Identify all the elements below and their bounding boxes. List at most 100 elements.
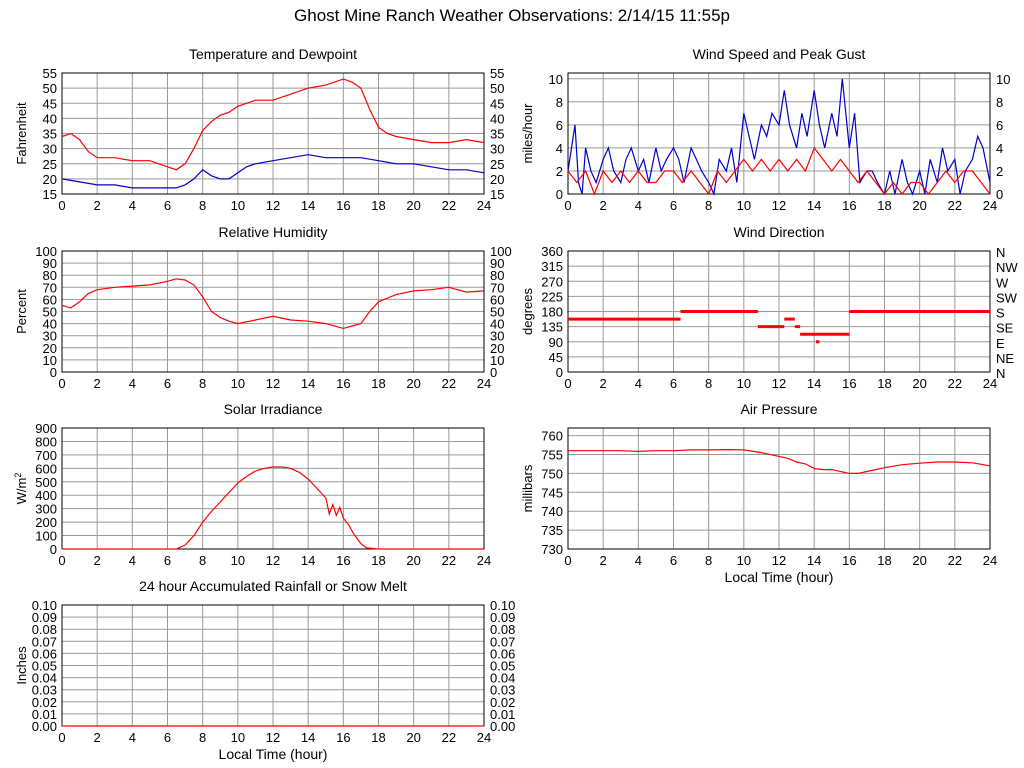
rainfall-ytick-label: 0.08 bbox=[32, 622, 57, 637]
wind_direction-xtick-label: 24 bbox=[983, 376, 997, 391]
humidity-ytick-label-right: 20 bbox=[490, 341, 504, 356]
rainfall-ytick-label: 0.07 bbox=[32, 634, 57, 649]
pressure-xlabel: Local Time (hour) bbox=[725, 569, 834, 585]
humidity-xtick-label: 18 bbox=[371, 376, 385, 391]
humidity-ytick-label-right: 50 bbox=[490, 305, 504, 320]
temperature-xtick-label: 10 bbox=[231, 198, 245, 213]
rainfall-ylabel: Inches bbox=[14, 646, 29, 685]
humidity-ytick-label-right: 40 bbox=[490, 317, 504, 332]
wind_speed-ytick-label-right: 0 bbox=[996, 187, 1003, 202]
wind_speed-xtick-label: 18 bbox=[877, 198, 891, 213]
page-title: Ghost Mine Ranch Weather Observations: 2… bbox=[294, 6, 730, 25]
temperature-ytick-label-right: 35 bbox=[490, 127, 504, 142]
humidity-ytick-label: 30 bbox=[43, 329, 57, 344]
solar-ytick-label: 600 bbox=[35, 461, 57, 476]
temperature-ytick-label-right: 25 bbox=[490, 157, 504, 172]
temperature-ytick-label-right: 55 bbox=[490, 66, 504, 81]
solar-xtick-label: 24 bbox=[477, 553, 491, 568]
pressure-xtick-label: 20 bbox=[912, 553, 926, 568]
pressure-ylabel: millibars bbox=[520, 464, 535, 512]
wind_speed-ytick-label-right: 8 bbox=[996, 95, 1003, 110]
humidity-xtick-label: 20 bbox=[406, 376, 420, 391]
wind_speed-ytick-label-right: 6 bbox=[996, 118, 1003, 133]
wind_speed-ytick-label: 0 bbox=[556, 187, 563, 202]
humidity-xtick-label: 10 bbox=[231, 376, 245, 391]
rainfall-ytick-label-right: 0.08 bbox=[490, 622, 515, 637]
rainfall-ytick-label: 0.01 bbox=[32, 707, 57, 722]
solar-xtick-label: 2 bbox=[94, 553, 101, 568]
humidity-frame bbox=[61, 250, 485, 373]
wind_speed-ytick-label-right: 2 bbox=[996, 164, 1003, 179]
pressure-xtick-label: 10 bbox=[737, 553, 751, 568]
temperature-ytick-label-right: 40 bbox=[490, 111, 504, 126]
pressure-xtick-label: 6 bbox=[670, 553, 677, 568]
temperature-xtick-label: 22 bbox=[442, 198, 456, 213]
wind_speed-ytick-label: 2 bbox=[556, 164, 563, 179]
solar-ytick-label: 900 bbox=[35, 421, 57, 436]
rainfall-ytick-label: 0.04 bbox=[32, 671, 57, 686]
wind_direction-compass-label: E bbox=[996, 336, 1005, 351]
rainfall-ytick-label: 0.00 bbox=[32, 719, 57, 734]
humidity-xtick-label: 6 bbox=[164, 376, 171, 391]
humidity-ytick-label: 90 bbox=[43, 256, 57, 271]
wind_direction-ytick-label: 270 bbox=[541, 274, 563, 289]
wind_direction-ylabel: degrees bbox=[520, 288, 535, 335]
humidity-ytick-label: 40 bbox=[43, 317, 57, 332]
wind_speed-xtick-label: 16 bbox=[842, 198, 856, 213]
rainfall-ytick-label: 0.09 bbox=[32, 610, 57, 625]
humidity-ytick-label-right: 10 bbox=[490, 353, 504, 368]
pressure-frame bbox=[567, 427, 991, 550]
rainfall-ytick-label-right: 0.06 bbox=[490, 646, 515, 661]
wind_direction-xtick-label: 16 bbox=[842, 376, 856, 391]
rainfall-ytick-label-right: 0.10 bbox=[490, 598, 515, 613]
rainfall-xtick-label: 4 bbox=[129, 730, 136, 745]
humidity-xtick-label: 22 bbox=[442, 376, 456, 391]
wind_direction-xtick-label: 22 bbox=[948, 376, 962, 391]
humidity-ytick-label: 80 bbox=[43, 268, 57, 283]
temperature-ytick-label-right: 45 bbox=[490, 96, 504, 111]
wind_speed-xtick-label: 0 bbox=[564, 198, 571, 213]
wind_speed-xtick-label: 10 bbox=[737, 198, 751, 213]
temperature-xtick-label: 2 bbox=[94, 198, 101, 213]
wind_direction-title: Wind Direction bbox=[733, 224, 824, 240]
rainfall-xtick-label: 18 bbox=[371, 730, 385, 745]
solar-frame bbox=[61, 427, 485, 550]
pressure-title: Air Pressure bbox=[740, 401, 817, 417]
wind_speed-xtick-label: 4 bbox=[635, 198, 642, 213]
wind_direction-compass-label: SE bbox=[996, 321, 1014, 336]
temperature-series-1-line bbox=[61, 154, 485, 189]
wind_direction-compass-label: NE bbox=[996, 351, 1014, 366]
wind_direction-compass-label: NW bbox=[996, 260, 1018, 275]
temperature-ytick-label: 50 bbox=[43, 81, 57, 96]
rainfall-xtick-label: 16 bbox=[336, 730, 350, 745]
temperature-xtick-label: 0 bbox=[58, 198, 65, 213]
humidity-ytick-label-right: 30 bbox=[490, 329, 504, 344]
temperature-ytick-label: 25 bbox=[43, 157, 57, 172]
wind_speed-ytick-label-right: 10 bbox=[996, 72, 1010, 87]
solar-ylabel-sup: 2 bbox=[13, 473, 23, 478]
humidity-ytick-label: 0 bbox=[50, 365, 57, 380]
rainfall-ytick-label: 0.10 bbox=[32, 598, 57, 613]
wind_direction-xtick-label: 20 bbox=[912, 376, 926, 391]
pressure-series-0-line bbox=[568, 448, 991, 474]
rainfall-title: 24 hour Accumulated Rainfall or Snow Mel… bbox=[139, 578, 407, 594]
humidity-ytick-label-right: 0 bbox=[490, 365, 497, 380]
rainfall-xtick-label: 2 bbox=[94, 730, 101, 745]
solar-xtick-label: 10 bbox=[231, 553, 245, 568]
wind_speed-xtick-label: 22 bbox=[948, 198, 962, 213]
humidity-xtick-label: 16 bbox=[336, 376, 350, 391]
solar-ytick-label: 0 bbox=[50, 542, 57, 557]
temperature-xtick-label: 4 bbox=[129, 198, 136, 213]
solar-ytick-label: 700 bbox=[35, 448, 57, 463]
pressure-xtick-label: 12 bbox=[772, 553, 786, 568]
temperature-ytick-label-right: 30 bbox=[490, 142, 504, 157]
temperature-xtick-label: 16 bbox=[336, 198, 350, 213]
humidity-title: Relative Humidity bbox=[219, 224, 328, 240]
rainfall-ytick-label: 0.02 bbox=[32, 695, 57, 710]
wind_direction-ytick-label: 360 bbox=[541, 244, 563, 259]
solar-xtick-label: 6 bbox=[164, 553, 171, 568]
solar-xtick-label: 12 bbox=[266, 553, 280, 568]
solar-ytick-label: 100 bbox=[35, 529, 57, 544]
rainfall-ytick-label-right: 0.04 bbox=[490, 671, 515, 686]
humidity-xtick-label: 24 bbox=[477, 376, 491, 391]
